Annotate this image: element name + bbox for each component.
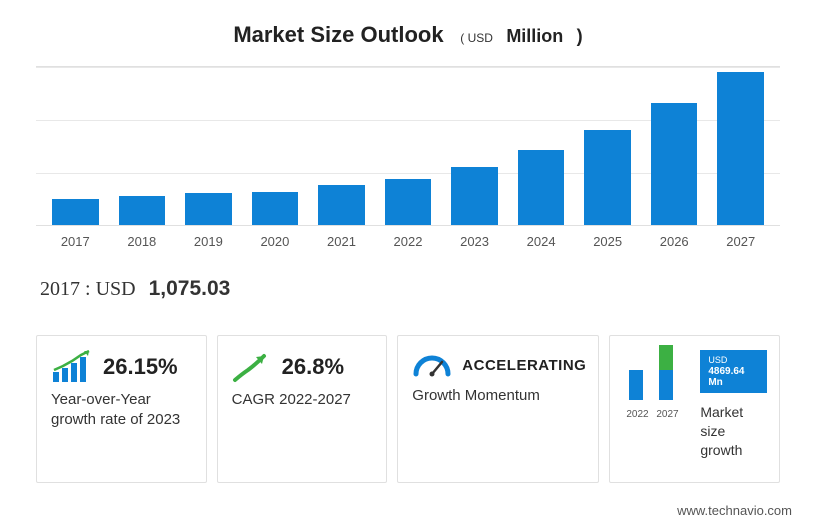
growth-badge: USD 4869.64 Mn (700, 350, 767, 393)
bar (651, 103, 698, 225)
arrow-up-icon (232, 350, 272, 384)
chart-title-row: Market Size Outlook ( USD Million ) (0, 0, 816, 58)
title-prefix: ( USD (460, 31, 493, 45)
bar-column (508, 67, 575, 225)
footer-url: www.technavio.com (677, 503, 792, 518)
cagr-value: 26.8% (282, 354, 344, 380)
card-cagr: 26.8% CAGR 2022-2027 (217, 335, 388, 483)
yoy-value: 26.15% (103, 354, 178, 380)
title-unit: Million (506, 26, 563, 46)
bar (185, 193, 232, 225)
bar-column (574, 67, 641, 225)
bar (717, 72, 764, 225)
x-axis-label: 2026 (641, 234, 708, 249)
growth-desc: Market size growth (700, 403, 767, 460)
mini-bar-chart: 2022 2027 (624, 350, 684, 420)
x-axis-label: 2022 (375, 234, 442, 249)
callout-currency: USD (96, 278, 136, 300)
title-suffix: ) (577, 26, 583, 46)
bar-column (242, 67, 309, 225)
card-yoy: 26.15% Year-over-Year growth rate of 202… (36, 335, 207, 483)
value-callout: 2017 : USD 1,075.03 (40, 277, 816, 301)
yoy-desc: Year-over-Year growth rate of 2023 (51, 390, 194, 431)
x-axis-label: 2024 (508, 234, 575, 249)
x-axis-label: 2025 (574, 234, 641, 249)
bar (518, 150, 565, 225)
bar-column (109, 67, 176, 225)
bar-trend-icon (51, 350, 93, 384)
bar (252, 192, 299, 225)
x-axis-label: 2023 (441, 234, 508, 249)
bar (119, 196, 166, 225)
bar-chart: 2017201820192020202120222023202420252026… (36, 66, 780, 249)
bar (385, 179, 432, 225)
bar (318, 185, 365, 225)
callout-value: 1,075.03 (149, 277, 231, 300)
card-growth: 2022 2027 USD 4869.64 Mn Market size gro… (609, 335, 780, 483)
card-momentum: ACCELERATING Growth Momentum (397, 335, 599, 483)
x-axis-label: 2017 (42, 234, 109, 249)
bar-column (441, 67, 508, 225)
x-axis-label: 2020 (242, 234, 309, 249)
bar-column (641, 67, 708, 225)
chart-title: Market Size Outlook (233, 22, 443, 47)
bar (52, 199, 99, 225)
callout-year: 2017 (40, 278, 80, 300)
cagr-desc: CAGR 2022-2027 (232, 390, 375, 410)
bar-column (175, 67, 242, 225)
bar-column (42, 67, 109, 225)
momentum-desc: Growth Momentum (412, 386, 586, 406)
bar (451, 167, 498, 225)
bar (584, 130, 631, 225)
momentum-label: ACCELERATING (462, 357, 586, 374)
gauge-icon (412, 350, 452, 380)
stat-cards: 26.15% Year-over-Year growth rate of 202… (36, 335, 780, 483)
bar-column (375, 67, 442, 225)
x-axis-label: 2021 (308, 234, 375, 249)
x-axis-label: 2019 (175, 234, 242, 249)
x-axis-label: 2027 (707, 234, 774, 249)
bar-column (308, 67, 375, 225)
x-axis-label: 2018 (109, 234, 176, 249)
bar-column (707, 67, 774, 225)
